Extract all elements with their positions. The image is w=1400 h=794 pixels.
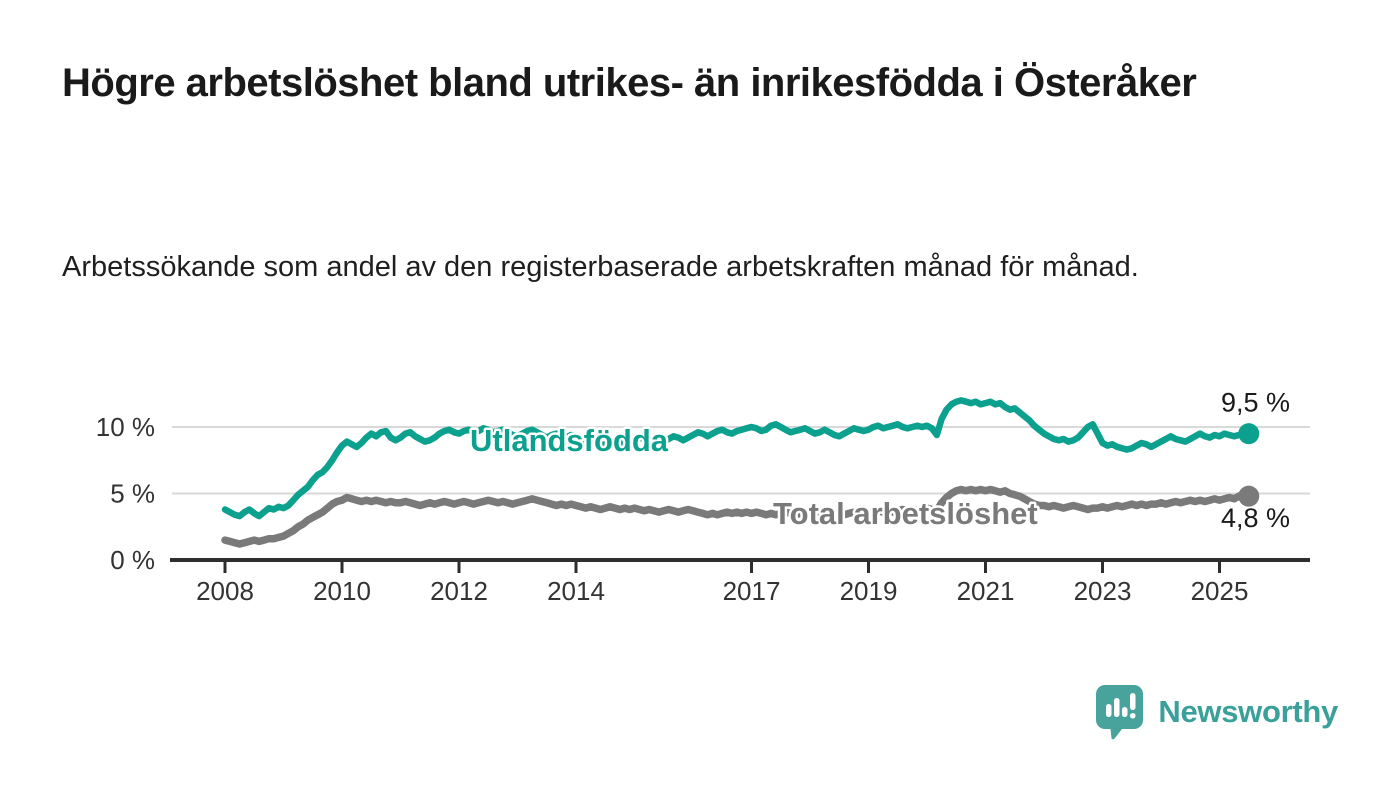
series-end-dot <box>1238 485 1260 507</box>
y-tick-label: 10 % <box>96 412 155 442</box>
logo-bars <box>1106 693 1136 719</box>
x-tick-label: 2014 <box>547 576 605 606</box>
axis: 0 % 5 % 10 % 2008 2010 2012 2014 2017 2019 2021 20… <box>96 412 1310 606</box>
series-lines <box>221 397 1260 548</box>
y-tick-label: 0 % <box>110 545 155 575</box>
x-tick-label: 2010 <box>313 576 371 606</box>
newsworthy-logo-icon <box>1096 685 1144 740</box>
brand-wordmark: Newsworthy <box>1158 694 1338 729</box>
series-label-utlandsfodda: Utlandsfödda <box>470 423 669 458</box>
series-line-utlandsfodda <box>221 397 1253 520</box>
x-tick-label: 2021 <box>957 576 1015 606</box>
x-tick-label: 2023 <box>1074 576 1132 606</box>
x-tick-label: 2017 <box>723 576 781 606</box>
end-value-label: 4,8 % <box>1221 503 1290 533</box>
chart-subtitle: Arbetssökande som andel av den registerb… <box>62 251 1139 283</box>
end-value-label: 9,5 % <box>1221 388 1290 418</box>
unemployment-line-chart: 0 % 5 % 10 % 2008 2010 2012 2014 2017 2019 2021 20… <box>96 388 1310 606</box>
series-end-dot <box>1238 423 1260 445</box>
page-title: Högre arbetslöshet bland utrikes- än inr… <box>62 61 1197 105</box>
series-labels: Utlandsfödda Total arbetslöshet <box>468 421 1041 534</box>
newsworthy-brand: Newsworthy <box>1095 684 1338 740</box>
x-tick-label: 2025 <box>1191 576 1249 606</box>
chart-area: 0 % 5 % 10 % 2008 2010 2012 2014 2017 2019 2021 20… <box>0 368 1400 608</box>
x-tick-label: 2008 <box>196 576 254 606</box>
x-tick-label: 2012 <box>430 576 488 606</box>
x-tick-label: 2019 <box>840 576 898 606</box>
y-tick-label: 5 % <box>110 479 155 509</box>
series-label-total: Total arbetslöshet <box>773 496 1038 531</box>
gridlines <box>172 426 1310 495</box>
value-labels: 9,5 % 4,8 % <box>1221 388 1290 534</box>
series-line-total <box>221 485 1253 548</box>
